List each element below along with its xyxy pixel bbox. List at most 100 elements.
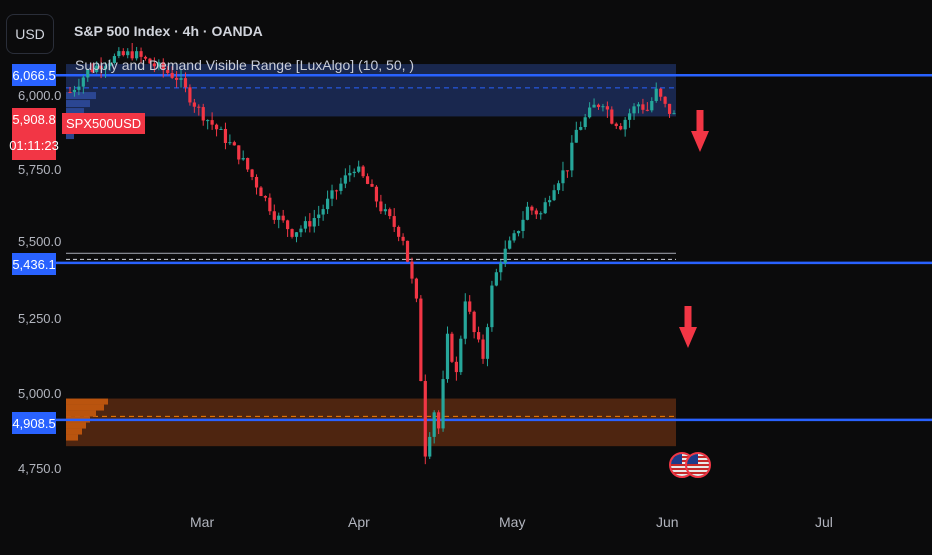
candle-body bbox=[379, 201, 383, 212]
candle-body bbox=[206, 120, 210, 122]
candle-body bbox=[645, 109, 649, 111]
candle-body bbox=[632, 106, 636, 114]
candle-body bbox=[148, 58, 152, 64]
demand-profile-bar bbox=[66, 404, 104, 411]
current-price-badge: 5,908.8 bbox=[12, 108, 56, 130]
candle-body bbox=[228, 142, 232, 144]
candle-body bbox=[401, 236, 405, 241]
demand-profile-bar bbox=[66, 410, 96, 417]
candle-body bbox=[610, 109, 614, 124]
indicator-label[interactable]: Supply and Demand Visible Range [LuxAlgo… bbox=[75, 57, 415, 73]
candle-body bbox=[450, 333, 454, 362]
candle-body bbox=[254, 176, 259, 188]
candle-body bbox=[405, 240, 410, 262]
candle-body bbox=[321, 209, 325, 215]
candle-body bbox=[672, 113, 676, 115]
candle-body bbox=[117, 51, 121, 57]
candle-body bbox=[179, 78, 183, 80]
candle-body bbox=[250, 169, 254, 177]
candle-body bbox=[534, 210, 538, 215]
time-tick: Apr bbox=[348, 514, 370, 530]
candle-body bbox=[361, 166, 365, 177]
candle-body bbox=[294, 232, 299, 237]
candle-body bbox=[548, 200, 552, 203]
candle-body bbox=[299, 228, 303, 233]
candle-body bbox=[476, 332, 481, 340]
candle-body bbox=[223, 128, 228, 144]
candle-body bbox=[494, 272, 498, 286]
candle-body bbox=[627, 113, 632, 120]
candle-body bbox=[472, 311, 476, 333]
candle-body bbox=[503, 248, 507, 263]
symbol-badge: SPX500USD bbox=[62, 113, 146, 134]
candle-body bbox=[312, 218, 316, 227]
candle-body bbox=[352, 171, 356, 174]
candle-body bbox=[499, 262, 503, 273]
candle-body bbox=[543, 202, 547, 214]
candle-body bbox=[357, 166, 361, 172]
candle-body bbox=[152, 63, 156, 67]
price-tick: 4,750.0 bbox=[18, 461, 62, 476]
candle-body bbox=[330, 190, 334, 199]
us-flag-icon[interactable] bbox=[685, 452, 711, 478]
candle-body bbox=[468, 301, 472, 312]
down-arrow-icon bbox=[691, 131, 709, 152]
candle-body bbox=[583, 117, 587, 128]
candle-body bbox=[135, 51, 139, 59]
candle-body bbox=[419, 298, 423, 382]
candle-body bbox=[86, 69, 90, 78]
candle-body bbox=[334, 190, 339, 192]
candle-body bbox=[370, 183, 374, 187]
candle-body bbox=[126, 51, 130, 56]
candle-body bbox=[365, 176, 370, 184]
candle-body bbox=[161, 62, 165, 71]
supply-profile-bar bbox=[66, 92, 96, 100]
candle-body bbox=[286, 220, 290, 230]
candle-body bbox=[650, 100, 654, 111]
candle-body bbox=[667, 103, 672, 114]
candle-body bbox=[325, 198, 330, 210]
candle-body bbox=[556, 183, 561, 191]
time-tick: May bbox=[499, 514, 526, 530]
price-tick: 5,250.0 bbox=[18, 311, 62, 326]
candle-body bbox=[72, 89, 77, 93]
candle-body bbox=[210, 120, 214, 125]
demand-profile-bar bbox=[66, 422, 86, 429]
candle-body bbox=[392, 216, 396, 227]
candle-body bbox=[166, 70, 170, 73]
candle-body bbox=[601, 106, 605, 108]
candle-body bbox=[592, 104, 596, 108]
candle-body bbox=[432, 412, 436, 437]
level-badge-top: 6,066.5 bbox=[12, 64, 56, 86]
candle-body bbox=[614, 123, 618, 127]
candle-body bbox=[623, 119, 627, 130]
price-tick: 6,000.0 bbox=[18, 88, 62, 103]
candle-body bbox=[241, 158, 245, 160]
candle-body bbox=[388, 209, 392, 217]
candle-body bbox=[237, 145, 241, 160]
candle-body bbox=[103, 66, 108, 70]
candle-body bbox=[512, 233, 516, 241]
symbol-title: S&P 500 Index · 4h · OANDA bbox=[74, 23, 263, 39]
level-badge-bottom: 4,908.5 bbox=[12, 412, 56, 434]
candle-body bbox=[605, 106, 609, 110]
candle-body bbox=[490, 285, 494, 328]
candle-body bbox=[516, 230, 521, 234]
candle-body bbox=[108, 62, 112, 67]
supply-profile-bar bbox=[66, 132, 74, 140]
candle-body bbox=[130, 51, 134, 59]
down-arrow-icon bbox=[679, 327, 697, 348]
candle-body bbox=[663, 96, 667, 104]
candle-body bbox=[308, 221, 312, 227]
candle-body bbox=[219, 128, 223, 130]
candle-body bbox=[112, 56, 117, 63]
currency-button[interactable]: USD bbox=[6, 14, 54, 54]
candle-body bbox=[596, 104, 601, 107]
down-arrow-icon bbox=[684, 306, 692, 330]
demand-profile-bar bbox=[66, 398, 108, 405]
demand-profile-bar bbox=[66, 428, 82, 435]
candle-body bbox=[232, 142, 236, 146]
candle-body bbox=[95, 65, 99, 72]
